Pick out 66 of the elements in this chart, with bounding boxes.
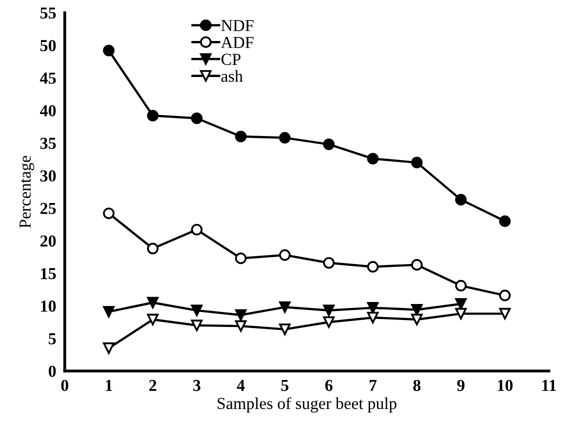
x-tick-label: 8: [413, 380, 420, 392]
point: [191, 224, 203, 236]
legend-label: ash: [221, 70, 243, 82]
x-tick-label: 3: [193, 380, 200, 392]
x-tick-label: 9: [457, 380, 464, 392]
x-tick-label: 10: [498, 380, 513, 392]
legend-label: ADF: [220, 36, 254, 48]
point: [191, 112, 203, 124]
point: [191, 320, 203, 332]
point: [323, 304, 335, 316]
y-tick-label: 55: [40, 8, 56, 19]
point: [367, 261, 379, 273]
y-tick-label: 35: [40, 138, 56, 149]
point: [323, 257, 335, 269]
y-tick-label: 0: [48, 366, 56, 377]
point: [455, 308, 467, 320]
point: [279, 132, 291, 144]
point: [147, 242, 159, 254]
point: [323, 316, 335, 328]
point: [102, 342, 115, 354]
point: [323, 138, 335, 150]
point: [279, 249, 291, 261]
point: [102, 44, 115, 56]
point: [367, 152, 379, 164]
y-tick-label: 45: [40, 72, 56, 84]
legend-label: NDF: [221, 20, 254, 32]
x-tick-label: 6: [325, 380, 333, 392]
point: [235, 252, 247, 264]
y-tick-label: 30: [40, 170, 56, 182]
x-tick-label: 1: [106, 380, 112, 391]
y-tick-label: 40: [40, 105, 56, 116]
point: [235, 320, 247, 332]
point: [147, 314, 159, 326]
y-tick-label: 25: [40, 202, 56, 214]
y-tick-label: 50: [40, 40, 56, 52]
point: [279, 324, 291, 336]
point: [235, 130, 247, 142]
point: [411, 156, 423, 168]
point: [191, 304, 203, 316]
y-tick-label: 20: [40, 235, 56, 247]
point: [147, 296, 159, 308]
point: [499, 308, 511, 320]
x-tick-label: 0: [61, 380, 68, 392]
point: [411, 259, 423, 271]
point: [279, 301, 291, 313]
x-tick-label: 5: [281, 380, 288, 392]
x-tick-label: 2: [149, 380, 156, 391]
point: [102, 306, 115, 318]
x-axis-title: Samples of suger beet pulp: [218, 397, 396, 413]
legend-label: CP: [221, 54, 241, 65]
point: [367, 312, 379, 324]
x-tick-label: 11: [542, 380, 556, 391]
y-tick-label: 15: [41, 268, 56, 280]
x-tick-label: 7: [370, 380, 377, 391]
y-axis-title: Percentage: [20, 156, 34, 228]
point: [235, 309, 247, 321]
point: [499, 215, 511, 227]
point: [499, 290, 511, 302]
point: [455, 280, 467, 292]
point: [411, 314, 423, 326]
point: [455, 194, 467, 206]
point: [147, 110, 159, 122]
x-tick-label: 4: [236, 380, 245, 391]
point: [102, 208, 115, 220]
y-tick-label: 10: [41, 300, 56, 312]
y-tick-label: 5: [48, 333, 56, 344]
